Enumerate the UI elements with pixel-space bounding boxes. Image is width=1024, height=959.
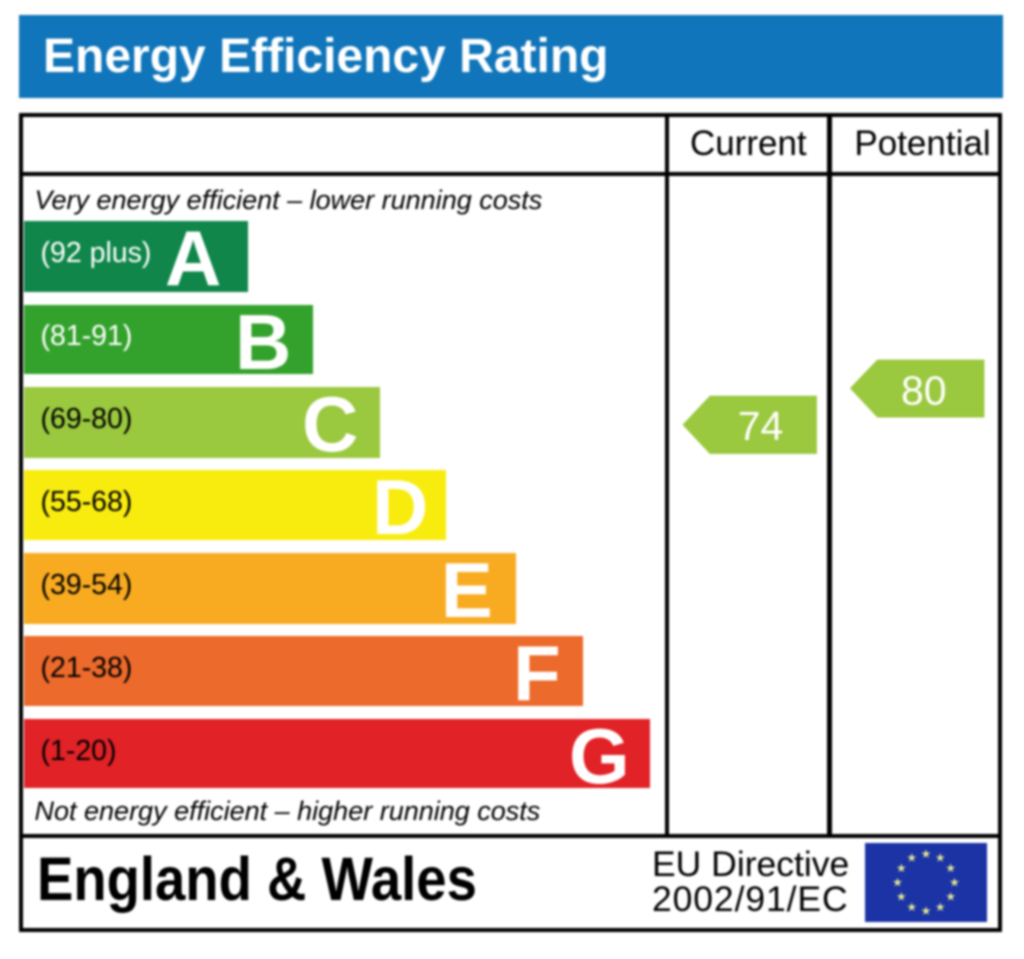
svg-text:80: 80 xyxy=(901,367,947,413)
svg-text:74: 74 xyxy=(738,403,784,449)
